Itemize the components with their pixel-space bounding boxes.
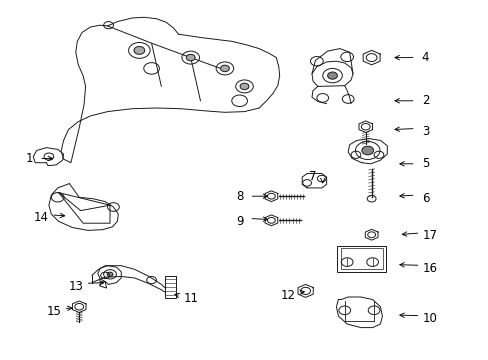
Text: 9: 9 xyxy=(235,215,243,228)
Text: 15: 15 xyxy=(46,305,61,318)
Text: 11: 11 xyxy=(183,292,198,305)
Circle shape xyxy=(220,65,229,72)
Bar xyxy=(340,248,382,269)
Text: 13: 13 xyxy=(68,280,83,293)
Text: 16: 16 xyxy=(422,262,437,275)
Text: 10: 10 xyxy=(422,312,437,325)
Text: 4: 4 xyxy=(421,51,428,64)
Text: 12: 12 xyxy=(281,289,295,302)
Circle shape xyxy=(107,272,113,276)
Bar xyxy=(337,246,386,272)
Text: 5: 5 xyxy=(421,157,428,170)
Text: 6: 6 xyxy=(421,192,428,204)
Circle shape xyxy=(134,46,144,54)
Text: 7: 7 xyxy=(308,170,316,183)
Text: 14: 14 xyxy=(34,211,49,224)
Text: 8: 8 xyxy=(235,190,243,203)
Circle shape xyxy=(240,83,248,90)
Circle shape xyxy=(361,146,373,155)
Text: 2: 2 xyxy=(421,94,428,107)
Text: 1: 1 xyxy=(25,152,33,165)
Circle shape xyxy=(327,72,337,79)
Bar xyxy=(165,276,176,298)
Text: 3: 3 xyxy=(421,125,428,138)
Text: 17: 17 xyxy=(422,229,437,242)
Circle shape xyxy=(186,54,195,61)
